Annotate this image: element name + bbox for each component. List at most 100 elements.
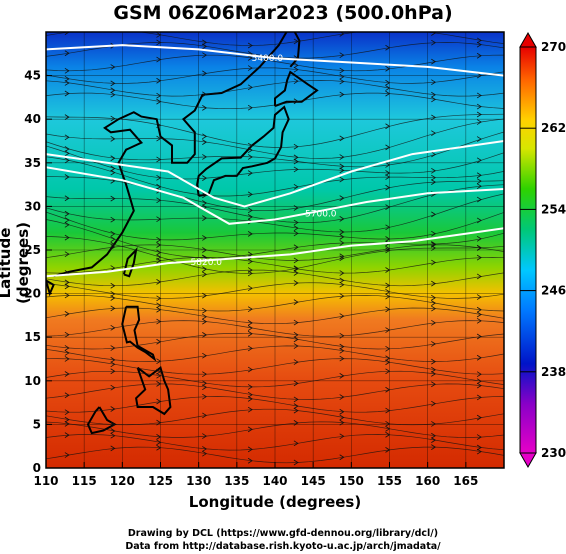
wind-arrow: [476, 111, 482, 118]
wind-arrow: [247, 306, 253, 313]
wind-arrow: [64, 134, 70, 141]
wind-arrow: [339, 419, 345, 426]
wind-arrow: [476, 444, 482, 451]
wind-arrow: [293, 380, 299, 387]
wind-arrow: [156, 318, 162, 325]
wind-arrow: [247, 104, 253, 111]
x-tick-label: 155: [377, 474, 402, 488]
wind-arrow: [293, 407, 299, 414]
wind-arrow: [293, 166, 299, 173]
wind-arrow: [385, 306, 391, 313]
wind-arrow: [202, 139, 208, 145]
wind-arrow: [339, 454, 345, 461]
credit-drawing: Drawing by DCL (https://www.gfd-dennou.o…: [127, 528, 439, 539]
wind-arrow: [110, 357, 116, 363]
y-tick-label: 20: [24, 287, 41, 301]
wind-arrow: [110, 216, 116, 223]
wind-arrow: [156, 242, 162, 248]
wind-arrow: [385, 247, 391, 254]
wind-arrow: [293, 359, 299, 365]
wind-arrow: [64, 432, 70, 438]
wind-arrow: [476, 294, 482, 300]
wind-arrow: [64, 114, 70, 120]
streamline: [46, 131, 504, 168]
wind-arrow: [156, 398, 162, 405]
wind-arrow: [385, 431, 391, 438]
wind-arrow: [476, 172, 482, 179]
wind-arrow: [110, 421, 116, 428]
wind-arrow: [339, 67, 345, 74]
wind-arrow: [476, 41, 482, 48]
wind-arrow: [476, 217, 482, 224]
wind-arrow: [110, 195, 116, 202]
streamline: [46, 219, 504, 259]
wind-arrow: [64, 76, 70, 82]
coastline: [122, 246, 138, 278]
wind-arrow: [476, 378, 482, 385]
wind-arrow: [293, 219, 299, 226]
streamline: [46, 257, 504, 274]
y-tick-label: 45: [24, 69, 41, 83]
wind-arrow: [64, 371, 70, 377]
wind-arrow: [339, 195, 345, 201]
wind-arrow: [476, 235, 482, 242]
wind-streamlines: [46, 32, 504, 466]
wind-arrow: [293, 257, 299, 264]
wind-arrow: [156, 358, 162, 365]
wind-arrow: [156, 338, 162, 345]
wind-arrow: [247, 170, 253, 176]
wind-arrow: [339, 135, 345, 142]
wind-arrow: [476, 72, 482, 79]
wind-arrow: [339, 394, 345, 400]
colorbar: 230 238 246 254 262 270: [519, 31, 566, 469]
wind-arrow: [476, 394, 482, 401]
wind-arrow: [339, 355, 345, 362]
wind-arrow: [476, 311, 482, 318]
streamline: [46, 434, 504, 451]
wind-arrow: [247, 231, 253, 237]
wind-arrow: [431, 358, 437, 365]
wind-arrow: [385, 85, 391, 91]
wind-arrow: [247, 396, 253, 402]
wind-arrow: [202, 271, 208, 278]
wind-arrow: [64, 292, 70, 299]
contour-label: 5400.0: [252, 54, 284, 64]
wind-arrow: [293, 336, 299, 343]
wind-arrow: [202, 393, 208, 400]
wind-arrow: [156, 39, 162, 46]
wind-arrow: [293, 62, 299, 69]
wind-arrow: [385, 174, 391, 180]
wind-arrow: [293, 459, 299, 466]
wind-arrow: [476, 273, 482, 280]
coastline: [196, 105, 290, 197]
wind-arrow: [339, 270, 345, 276]
wind-arrow: [293, 78, 299, 85]
wind-arrow: [431, 280, 437, 287]
wind-arrow: [385, 293, 391, 300]
wind-arrow: [293, 420, 299, 426]
wind-arrow: [431, 437, 437, 443]
y-axis: 0 5 10 15 20 25 30 35 40 45: [24, 69, 52, 475]
wind-arrow: [156, 174, 162, 181]
wind-arrow: [110, 324, 116, 331]
wind-arrow: [385, 123, 391, 130]
wind-arrow: [293, 230, 299, 237]
wind-arrow: [156, 98, 162, 105]
wind-arrow: [339, 253, 345, 260]
wind-arrow: [156, 183, 162, 190]
wind-arrow: [476, 254, 482, 261]
coastline: [121, 305, 157, 362]
y-tick-label: 0: [33, 461, 41, 475]
height-contours: 5400.0 5700.0 5820.0: [46, 44, 504, 278]
wind-arrow: [476, 448, 482, 455]
wind-arrow: [385, 288, 391, 295]
wind-arrow: [247, 258, 253, 265]
wind-arrow: [156, 302, 162, 309]
wind-arrow: [476, 317, 482, 324]
wind-arrow: [247, 251, 253, 258]
wind-arrow: [202, 154, 208, 160]
wind-arrow: [431, 421, 437, 427]
wind-arrow: [202, 192, 208, 199]
wind-arrow: [339, 332, 345, 339]
wind-arrow: [156, 279, 162, 285]
